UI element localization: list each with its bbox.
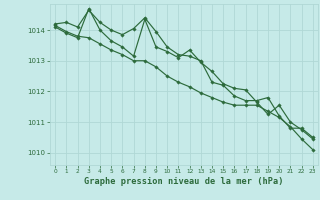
X-axis label: Graphe pression niveau de la mer (hPa): Graphe pression niveau de la mer (hPa) (84, 177, 284, 186)
